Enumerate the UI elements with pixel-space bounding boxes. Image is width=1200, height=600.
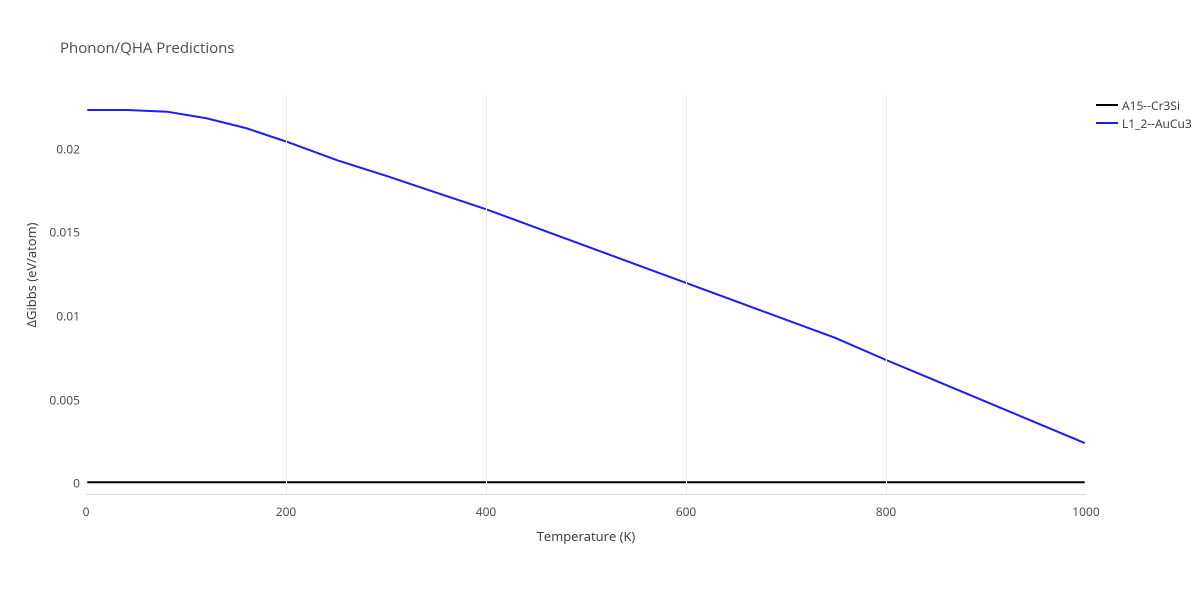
y-tick-label: 0 xyxy=(38,475,80,492)
plot-area xyxy=(86,95,1086,495)
y-tick-label: 0.015 xyxy=(38,224,80,241)
chart-title: Phonon/QHA Predictions xyxy=(60,38,235,58)
chart-svg xyxy=(86,95,1086,494)
y-tick-label: 0.02 xyxy=(38,140,80,157)
x-tick-label: 600 xyxy=(676,503,697,520)
x-gridline xyxy=(886,95,887,494)
legend-item[interactable]: A15--Cr3Si xyxy=(1096,96,1192,114)
y-tick-label: 0.01 xyxy=(38,307,80,324)
series-line[interactable] xyxy=(87,110,1085,443)
legend-item[interactable]: L1_2--AuCu3 xyxy=(1096,114,1192,132)
x-tick-label: 0 xyxy=(83,503,90,520)
legend-swatch xyxy=(1096,104,1118,106)
x-tick-label: 800 xyxy=(876,503,897,520)
x-gridline xyxy=(686,95,687,494)
legend-label: L1_2--AuCu3 xyxy=(1122,115,1192,132)
y-tick-label: 0.005 xyxy=(38,391,80,408)
x-tick-label: 400 xyxy=(476,503,497,520)
x-gridline xyxy=(486,95,487,494)
legend-label: A15--Cr3Si xyxy=(1122,97,1180,114)
legend-swatch xyxy=(1096,122,1118,124)
x-gridline xyxy=(286,95,287,494)
legend: A15--Cr3SiL1_2--AuCu3 xyxy=(1096,96,1192,132)
x-axis-label: Temperature (K) xyxy=(526,527,646,545)
x-tick-label: 1000 xyxy=(1072,503,1099,520)
y-axis-label: ΔGibbs (eV/atom) xyxy=(22,200,40,350)
x-tick-label: 200 xyxy=(276,503,297,520)
